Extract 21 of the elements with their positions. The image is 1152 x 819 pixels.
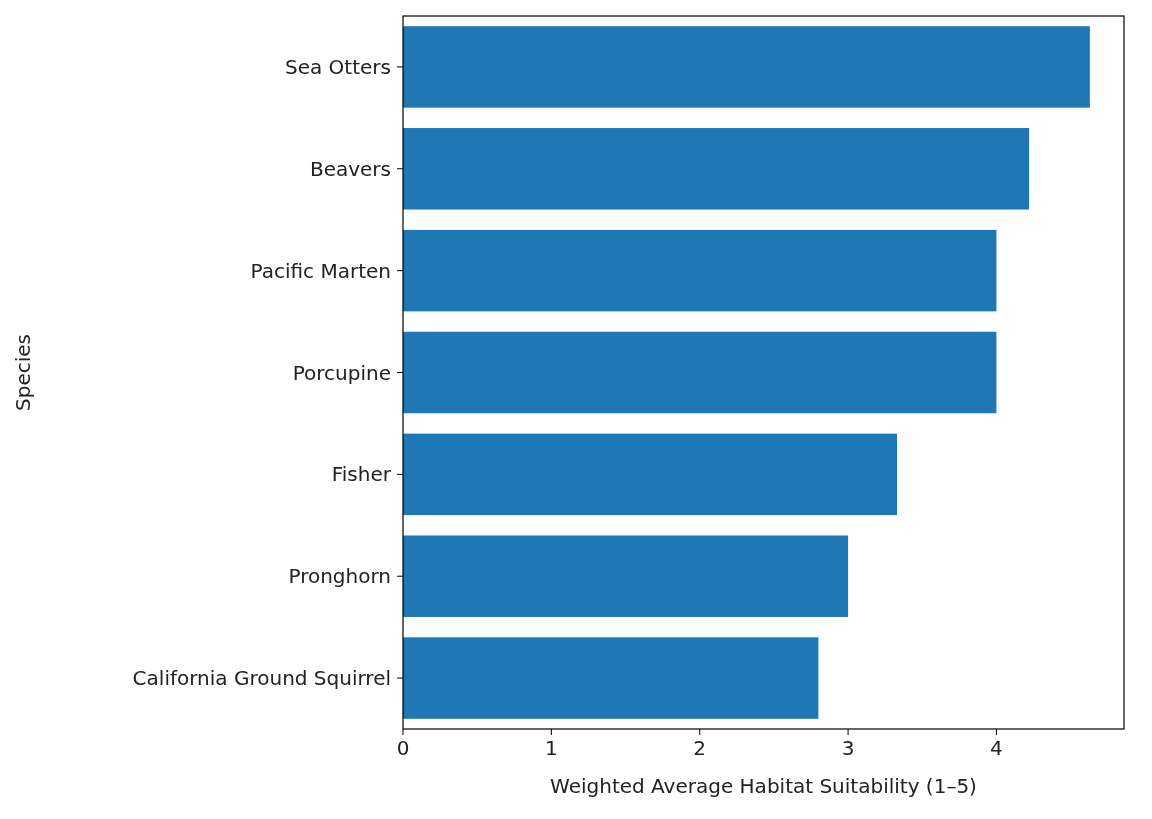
x-tick-label: 1: [544, 736, 558, 760]
bar: [403, 128, 1030, 210]
x-tick-label: 3: [841, 736, 855, 760]
x-tick-label: 0: [396, 736, 410, 760]
bar: [403, 535, 849, 617]
x-tick-label: 4: [990, 736, 1003, 760]
y-tick-label: Porcupine: [292, 360, 391, 385]
bar: [403, 433, 898, 516]
bar: [403, 637, 819, 719]
bar: [403, 26, 1090, 108]
y-tick-label: Sea Otters: [285, 54, 391, 79]
y-tick-label: Pacific Marten: [250, 258, 391, 283]
y-tick-label: California Ground Squirrel: [132, 666, 391, 691]
y-tick-label: Beavers: [309, 156, 391, 181]
bar: [403, 331, 997, 414]
y-tick-label: Fisher: [331, 462, 392, 487]
y-axis-title: Species: [11, 334, 35, 411]
y-tick-label: Pronghorn: [288, 564, 391, 589]
x-axis-title: Weighted Average Habitat Suitability (1–5): [550, 774, 977, 798]
x-tick-label: 2: [693, 736, 707, 760]
bar: [403, 229, 997, 312]
